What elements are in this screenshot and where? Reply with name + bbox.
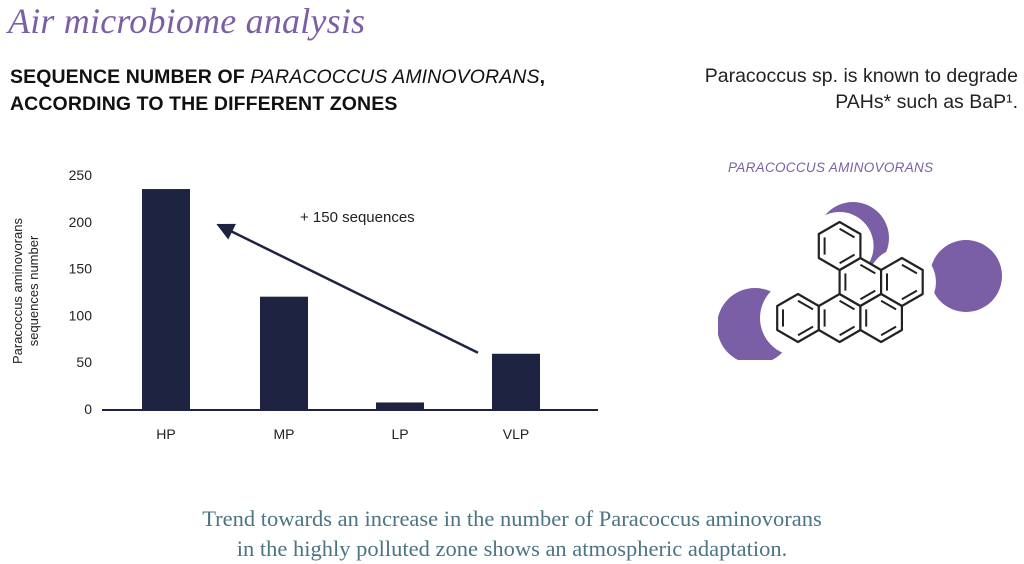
side-note: Paracoccus sp. is known to degrade PAHs*… [598,63,1018,115]
x-tick-label: MP [274,426,295,442]
x-tick-label: HP [156,426,175,442]
side-note-line-1: Paracoccus sp. is known to degrade [704,65,1018,87]
bar-vlp [492,353,540,409]
y-tick-label: 250 [69,167,93,183]
y-tick-label: 50 [76,354,92,370]
y-tick-label: 100 [69,307,93,323]
double-bond [839,253,856,265]
chart-heading-line-2: ACCORDING TO THE DIFFERENT ZONES [10,93,398,115]
trend-arrow [216,223,479,354]
y-tick-label: 200 [69,214,93,230]
accent-blob [930,240,1002,312]
double-bond [839,227,856,239]
y-axis-label: Paracoccus aminovoranssequences number [10,218,41,364]
y-axis-label-line-2: sequences number [26,235,41,346]
double-bond [880,325,897,337]
molecule-label: PARACOCCUS AMINOVORANS [728,160,934,175]
bar-mp [260,296,308,409]
double-bond [901,289,918,301]
side-note-line-2: PAHs* such as BaP¹. [835,91,1018,113]
y-axis-label-line-1: Paracoccus aminovorans [10,218,25,364]
double-bond [797,299,814,311]
double-bond [901,263,918,275]
chart-heading-comma: , [539,66,546,88]
chart-heading: SEQUENCE NUMBER OF PARACOCCUS AMINOVORAN… [10,64,545,118]
benzo-a-pyrene-molecule-icon [718,202,1002,360]
conclusion-line-2: in the highly polluted zone shows an atm… [236,536,788,561]
bar-lp [376,402,424,409]
chart-heading-start: SEQUENCE NUMBER OF [10,66,251,88]
chart-heading-line-1: SEQUENCE NUMBER OF PARACOCCUS AMINOVORAN… [10,64,545,91]
double-bond [859,263,876,275]
double-bond [839,325,856,337]
double-bond [880,299,897,311]
x-tick-label: LP [391,426,408,442]
conclusion-line-1: Trend towards an increase in the number … [202,506,822,531]
chart-heading-species: PARACOCCUS AMINOVORANS [250,66,540,88]
y-tick-label: 150 [69,261,93,277]
double-bond [797,325,814,337]
conclusion: Trend towards an increase in the number … [0,504,1024,564]
double-bond [859,289,876,301]
x-tick-label: VLP [503,426,529,442]
bar-chart: 0 50 100 150 200 250 Paracoccus aminovoransseq… [10,167,598,442]
bar-hp [142,189,190,409]
y-tick-label: 0 [84,401,92,417]
double-bond [839,299,856,311]
page-title: Air microbiome analysis [8,1,366,41]
annotation-label: + 150 sequences [300,209,415,226]
